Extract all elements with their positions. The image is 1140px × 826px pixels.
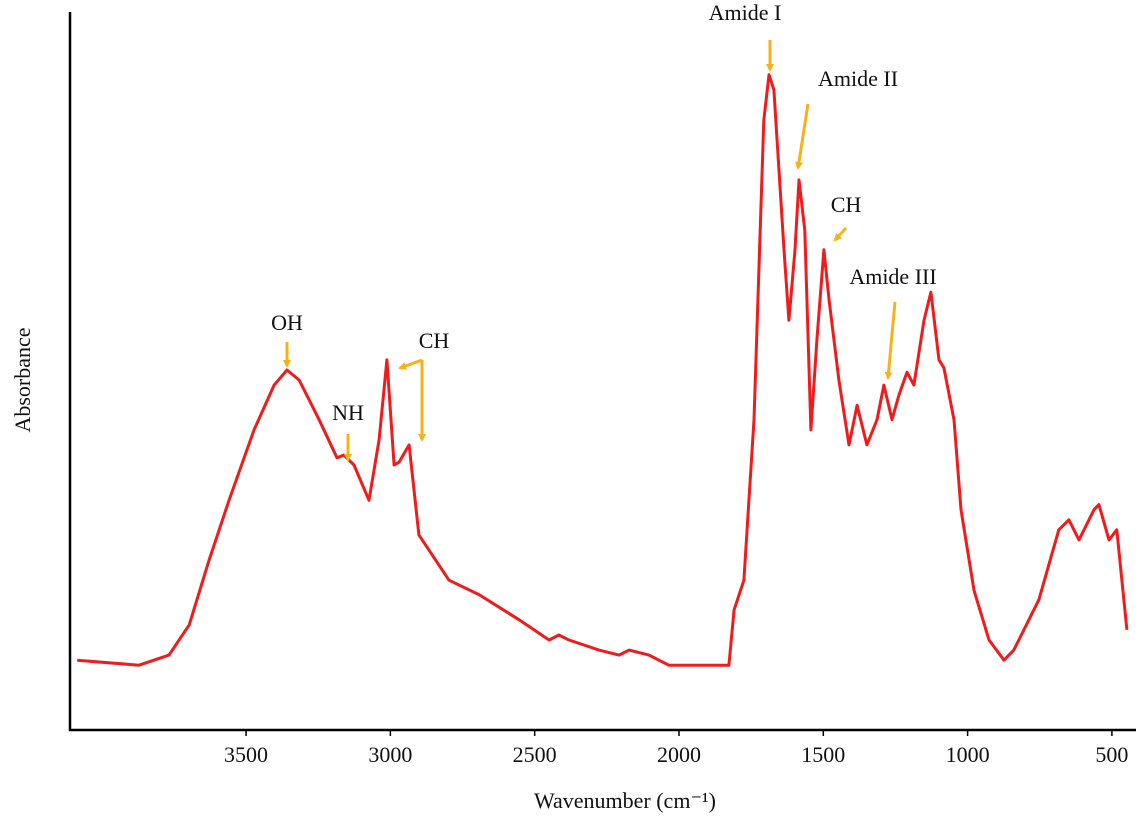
annotation-label: NH	[332, 400, 364, 425]
annotation-arrow	[833, 226, 848, 242]
x-tick-label: 2500	[513, 742, 557, 767]
x-tick-label: 3000	[368, 742, 412, 767]
annotation-arrow	[884, 301, 897, 380]
annotation-label: CH	[831, 192, 862, 217]
y-axis-label: Absorbance	[10, 327, 35, 432]
annotation-label: Amide II	[818, 66, 898, 91]
x-tick-label: 2000	[657, 742, 701, 767]
x-tick-label: 1500	[801, 742, 845, 767]
x-axis-label: Wavenumber (cm⁻¹)	[534, 788, 716, 813]
annotation-label: OH	[271, 310, 303, 335]
annotation-arrow	[794, 103, 810, 170]
x-tick-label: 500	[1095, 742, 1128, 767]
spectrum-line	[77, 73, 1129, 667]
annotation-label: Amide III	[849, 264, 936, 289]
annotation-arrow	[398, 358, 423, 370]
x-tick-label: 1000	[946, 742, 990, 767]
annotation-label: Amide I	[709, 0, 782, 25]
annotation-label: CH	[419, 328, 450, 353]
x-tick-label: 3500	[224, 742, 268, 767]
